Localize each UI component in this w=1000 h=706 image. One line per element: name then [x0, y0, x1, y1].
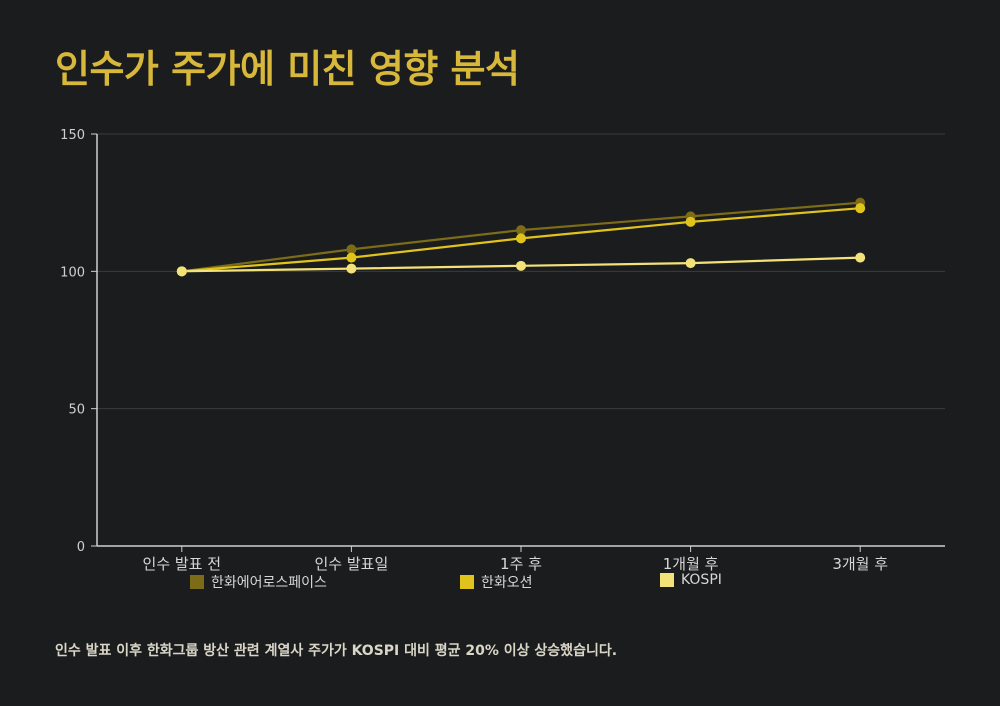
legend-swatch-kospi — [660, 573, 674, 587]
y-tick-labels: 0 50 100 150 — [60, 128, 85, 555]
series-lines — [176, 197, 866, 277]
data-point-1-1 — [346, 252, 357, 263]
data-point-2-0 — [176, 266, 187, 277]
legend-swatch-aerospace — [190, 575, 204, 589]
legend-swatch-ocean — [460, 575, 474, 589]
data-point-2-4 — [855, 252, 866, 263]
legend-label-ocean: 한화오션 — [481, 575, 533, 591]
axes — [91, 133, 945, 552]
data-point-2-3 — [685, 258, 696, 269]
data-point-0-2 — [516, 225, 526, 236]
data-point-2-2 — [516, 260, 526, 271]
x-tick-label: 1주 후 — [500, 555, 542, 573]
x-tick-label: 1개월 후 — [663, 555, 719, 573]
legend-label-aerospace: 한화에어로스페이스 — [211, 575, 327, 591]
footnote: 인수 발표 이후 한화그룹 방산 관련 계열사 주가가 KOSPI 대비 평균 … — [55, 643, 618, 659]
data-point-1-3 — [685, 216, 696, 227]
y-tick-label: 50 — [68, 403, 85, 418]
x-tick-labels: 인수 발표 전 인수 발표일 1주 후 1개월 후 3개월 후 — [143, 555, 889, 573]
x-tick-label: 인수 발표 전 — [143, 555, 222, 573]
x-tick-label: 3개월 후 — [832, 555, 888, 573]
data-point-0-1 — [346, 244, 357, 255]
y-tick-label: 150 — [60, 128, 85, 143]
legend-item-ocean[interactable]: 한화오션 — [460, 572, 533, 592]
data-point-1-4 — [855, 203, 866, 214]
x-tick-label: 인수 발표일 — [315, 555, 389, 573]
legend-item-aerospace[interactable]: 한화에어로스페이스 — [190, 572, 327, 592]
data-point-1-2 — [516, 233, 526, 244]
y-tick-label: 0 — [77, 540, 85, 555]
chart-title: 인수가 주가에 미친 영향 분석 — [55, 47, 520, 91]
legend: 한화에어로스페이스 한화오션 KOSPI — [0, 572, 1000, 594]
legend-label-kospi: KOSPI — [681, 572, 722, 588]
legend-item-kospi[interactable]: KOSPI — [660, 572, 722, 588]
y-tick-label: 100 — [60, 265, 85, 280]
data-point-2-1 — [346, 263, 357, 274]
